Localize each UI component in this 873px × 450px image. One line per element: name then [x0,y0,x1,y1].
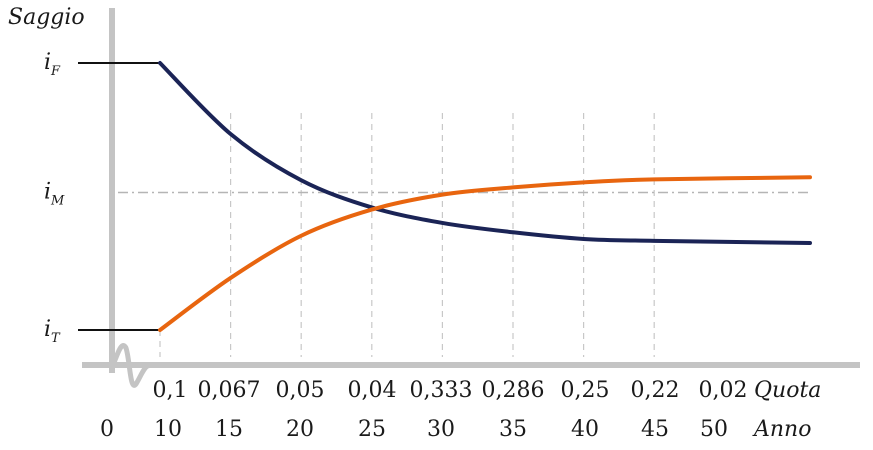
axis-layer [78,8,860,388]
data-point [230,277,232,279]
x-tick-quota: 0,04 [348,378,397,403]
x-tick-anno: 50 [700,417,728,442]
data-point [300,179,302,181]
level-subscript: T [51,331,61,346]
x-tick-quota: 0,067 [198,378,261,403]
x-tick-anno: 10 [154,417,182,442]
level-label-f: iF [44,50,61,79]
x-tick-anno: 35 [499,417,527,442]
series-line-lower [158,175,812,332]
data-point [512,186,514,188]
level-subscript: F [50,64,61,79]
x-row-label-anno: Anno [752,417,811,442]
data-point [441,222,443,224]
x-tick-quota: 0,05 [276,378,325,403]
data-point [809,242,811,244]
level-label-t: iT [44,317,61,346]
x-row-label-quota: Quota [754,378,821,403]
x-tick-anno: 40 [571,417,599,442]
x-tick-quota: 0,25 [561,378,610,403]
x-tick-anno: 30 [427,417,455,442]
series-layer [112,61,812,332]
x-tick-quota: 0,02 [699,378,748,403]
label-layer: Saggio iF iM iT 0,1 0,067 0,05 0,04 0,333 0,286 0,… [8,5,821,442]
data-point [159,62,161,64]
data-point [583,181,585,183]
data-point [300,235,302,237]
x-tick-anno: 25 [358,417,386,442]
x-tick-anno: 0 [100,417,114,442]
data-point [653,240,655,242]
data-point [159,329,161,331]
x-tick-anno: 45 [641,417,669,442]
series-line-upper [158,61,812,245]
y-axis-label: Saggio [8,5,85,30]
data-point [809,176,811,178]
grid-layer [118,113,810,357]
x-tick-quota: 0,22 [631,378,680,403]
x-tick-quota: 0,286 [482,378,545,403]
axis-break [109,343,151,388]
x-tick-quota: 0,1 [153,378,188,403]
data-point [583,238,585,240]
level-subscript: M [50,193,65,208]
x-tick-quota: 0,333 [410,378,473,403]
x-tick-anno: 20 [286,417,314,442]
x-tick-anno: 15 [215,417,243,442]
data-point [653,178,655,180]
data-point [441,194,443,196]
level-label-m: iM [44,179,65,208]
data-point [371,209,373,211]
data-point [512,231,514,233]
data-point [230,133,232,135]
